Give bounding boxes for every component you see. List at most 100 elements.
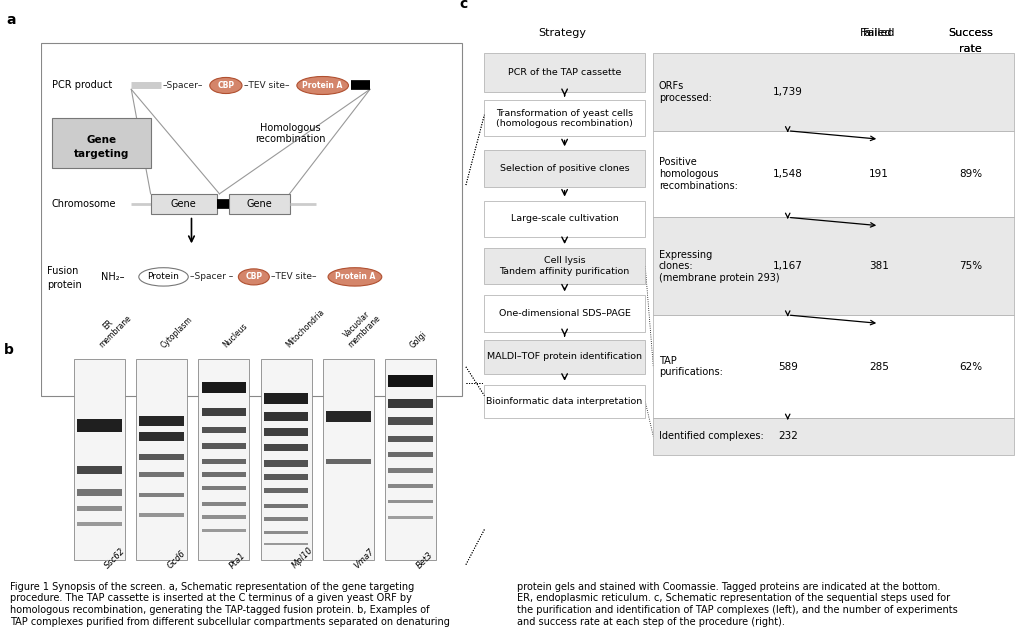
- Text: Gene: Gene: [171, 199, 197, 209]
- Bar: [653, 53, 1014, 131]
- Text: 232: 232: [778, 431, 798, 441]
- Bar: [139, 493, 184, 497]
- Text: PCR of the TAP cassette: PCR of the TAP cassette: [508, 68, 622, 77]
- Bar: [388, 452, 433, 457]
- Text: b: b: [4, 343, 14, 357]
- Bar: [484, 151, 645, 186]
- Bar: [388, 516, 433, 519]
- Bar: [484, 340, 645, 374]
- Text: –Spacer–: –Spacer–: [162, 81, 203, 90]
- Bar: [202, 459, 246, 464]
- Bar: [484, 295, 645, 332]
- Text: Ssc62: Ssc62: [103, 546, 128, 570]
- Text: One-dimensional SDS–PAGE: One-dimensional SDS–PAGE: [499, 309, 631, 318]
- Text: Failed: Failed: [860, 27, 893, 38]
- Text: –TEV site–: –TEV site–: [244, 81, 290, 90]
- Bar: [264, 412, 308, 421]
- Bar: [388, 500, 433, 503]
- Bar: [653, 419, 1014, 454]
- Text: Identified complexes:: Identified complexes:: [658, 431, 764, 441]
- Text: MALDI–TOF protein identification: MALDI–TOF protein identification: [487, 352, 642, 361]
- Text: CBP: CBP: [246, 272, 262, 281]
- Bar: [388, 468, 433, 473]
- Text: Gene: Gene: [86, 135, 117, 145]
- Bar: [202, 408, 246, 417]
- Bar: [264, 428, 308, 436]
- Bar: [388, 375, 433, 387]
- Text: CBP: CBP: [217, 81, 234, 90]
- Bar: [388, 399, 433, 408]
- Text: Nucleus: Nucleus: [221, 322, 250, 350]
- Text: Cytoplasm: Cytoplasm: [160, 315, 195, 350]
- Text: Bioinformatic data interpretation: Bioinformatic data interpretation: [486, 397, 643, 406]
- Bar: [264, 542, 308, 545]
- Text: Positive
homologous
recombinations:: Positive homologous recombinations:: [658, 158, 737, 191]
- Text: Bet3: Bet3: [415, 550, 435, 570]
- Text: 1,167: 1,167: [773, 261, 803, 271]
- Bar: [202, 516, 246, 519]
- Text: PCR product: PCR product: [51, 80, 112, 91]
- Bar: [139, 513, 184, 517]
- Text: Cell lysis
Tandem affinity purification: Cell lysis Tandem affinity purification: [500, 256, 630, 276]
- Bar: [264, 531, 308, 535]
- Text: 75%: 75%: [958, 261, 982, 271]
- Bar: [202, 382, 246, 393]
- Text: Vma7: Vma7: [352, 547, 376, 570]
- Text: Protein: Protein: [147, 272, 179, 281]
- Text: –Spacer –: –Spacer –: [190, 272, 233, 281]
- Bar: [653, 218, 1014, 315]
- Text: 285: 285: [869, 362, 889, 372]
- Bar: [264, 488, 308, 493]
- Text: ER
membrane: ER membrane: [90, 306, 133, 350]
- Bar: [139, 454, 184, 460]
- Text: Pta1: Pta1: [228, 551, 248, 570]
- Bar: [202, 472, 246, 477]
- Text: ORFs
processed:: ORFs processed:: [658, 81, 712, 103]
- Text: Fusion: Fusion: [47, 266, 79, 276]
- Bar: [202, 486, 246, 490]
- Bar: [264, 461, 308, 466]
- Bar: [323, 359, 374, 560]
- Bar: [199, 359, 250, 560]
- Text: Protein A: Protein A: [302, 81, 343, 90]
- Bar: [139, 416, 184, 426]
- Text: 1,548: 1,548: [773, 169, 803, 179]
- Bar: [385, 359, 436, 560]
- Text: Vacuolar
membrane: Vacuolar membrane: [339, 306, 382, 350]
- Bar: [484, 248, 645, 285]
- Ellipse shape: [328, 268, 382, 286]
- Text: protein gels and stained with Coomassie. Tagged proteins are indicated at the bo: protein gels and stained with Coomassie.…: [517, 582, 957, 627]
- Bar: [388, 484, 433, 488]
- Bar: [77, 522, 122, 526]
- Text: 191: 191: [869, 169, 889, 179]
- Text: Mitochondria: Mitochondria: [284, 308, 326, 350]
- Text: 1,739: 1,739: [773, 87, 803, 97]
- Bar: [202, 529, 246, 532]
- Text: Expressing
clones:
(membrane protein 293): Expressing clones: (membrane protein 293…: [658, 249, 779, 283]
- Text: Gcd6: Gcd6: [166, 549, 187, 570]
- Bar: [484, 52, 645, 92]
- Bar: [326, 411, 371, 422]
- Bar: [264, 517, 308, 521]
- Ellipse shape: [139, 268, 188, 286]
- Text: protein: protein: [47, 280, 82, 290]
- Text: TAP
purifications:: TAP purifications:: [658, 356, 723, 378]
- Text: Large-scale cultivation: Large-scale cultivation: [511, 214, 618, 223]
- Text: 62%: 62%: [958, 362, 982, 372]
- Text: 381: 381: [869, 261, 889, 271]
- Bar: [653, 315, 1014, 419]
- Bar: [77, 466, 122, 475]
- Bar: [264, 474, 308, 480]
- Text: Success: Success: [948, 27, 993, 38]
- Text: 589: 589: [778, 362, 798, 372]
- Text: Strategy: Strategy: [538, 27, 586, 38]
- Text: Mpl10: Mpl10: [290, 545, 314, 570]
- Bar: [484, 200, 645, 237]
- Bar: [151, 194, 217, 214]
- Bar: [77, 506, 122, 510]
- Bar: [264, 444, 308, 452]
- Bar: [264, 394, 308, 404]
- Ellipse shape: [297, 77, 348, 94]
- Bar: [388, 417, 433, 425]
- Bar: [139, 432, 184, 441]
